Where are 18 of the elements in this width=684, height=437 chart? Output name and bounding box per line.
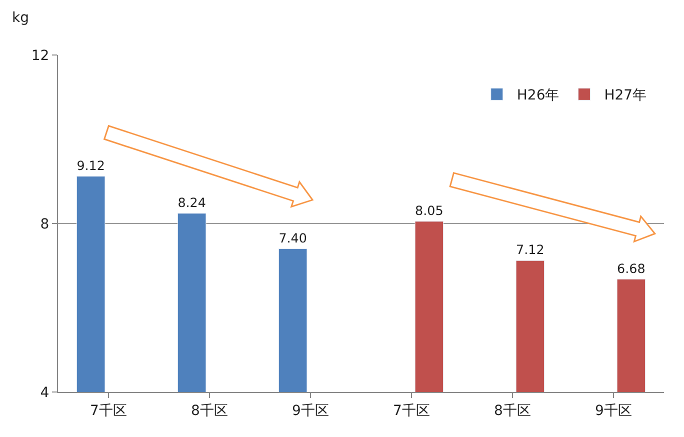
x-tick-label: 7千区 bbox=[393, 402, 430, 419]
y-tick-label: 8 bbox=[40, 216, 50, 232]
x-tick-label: 8千区 bbox=[494, 402, 531, 419]
x-tick-label: 7千区 bbox=[90, 402, 127, 419]
x-tick-label: 9千区 bbox=[292, 402, 329, 419]
data-label: 8.05 bbox=[415, 203, 444, 218]
y-axis-title: kg bbox=[12, 10, 29, 26]
data-label: 9.12 bbox=[76, 158, 105, 173]
data-label: 7.12 bbox=[516, 242, 544, 258]
data-label: 7.40 bbox=[278, 230, 307, 246]
data-label: 8.24 bbox=[178, 195, 206, 210]
legend-label: H26年 bbox=[516, 88, 560, 104]
x-tick-label: 9千区 bbox=[595, 402, 632, 419]
legend-label: H27年 bbox=[604, 88, 647, 104]
y-tick-label: 12 bbox=[31, 48, 50, 64]
y-tick-label: 4 bbox=[40, 384, 50, 401]
data-label: 6.68 bbox=[617, 260, 646, 276]
x-tick-label: 8千区 bbox=[191, 402, 228, 419]
